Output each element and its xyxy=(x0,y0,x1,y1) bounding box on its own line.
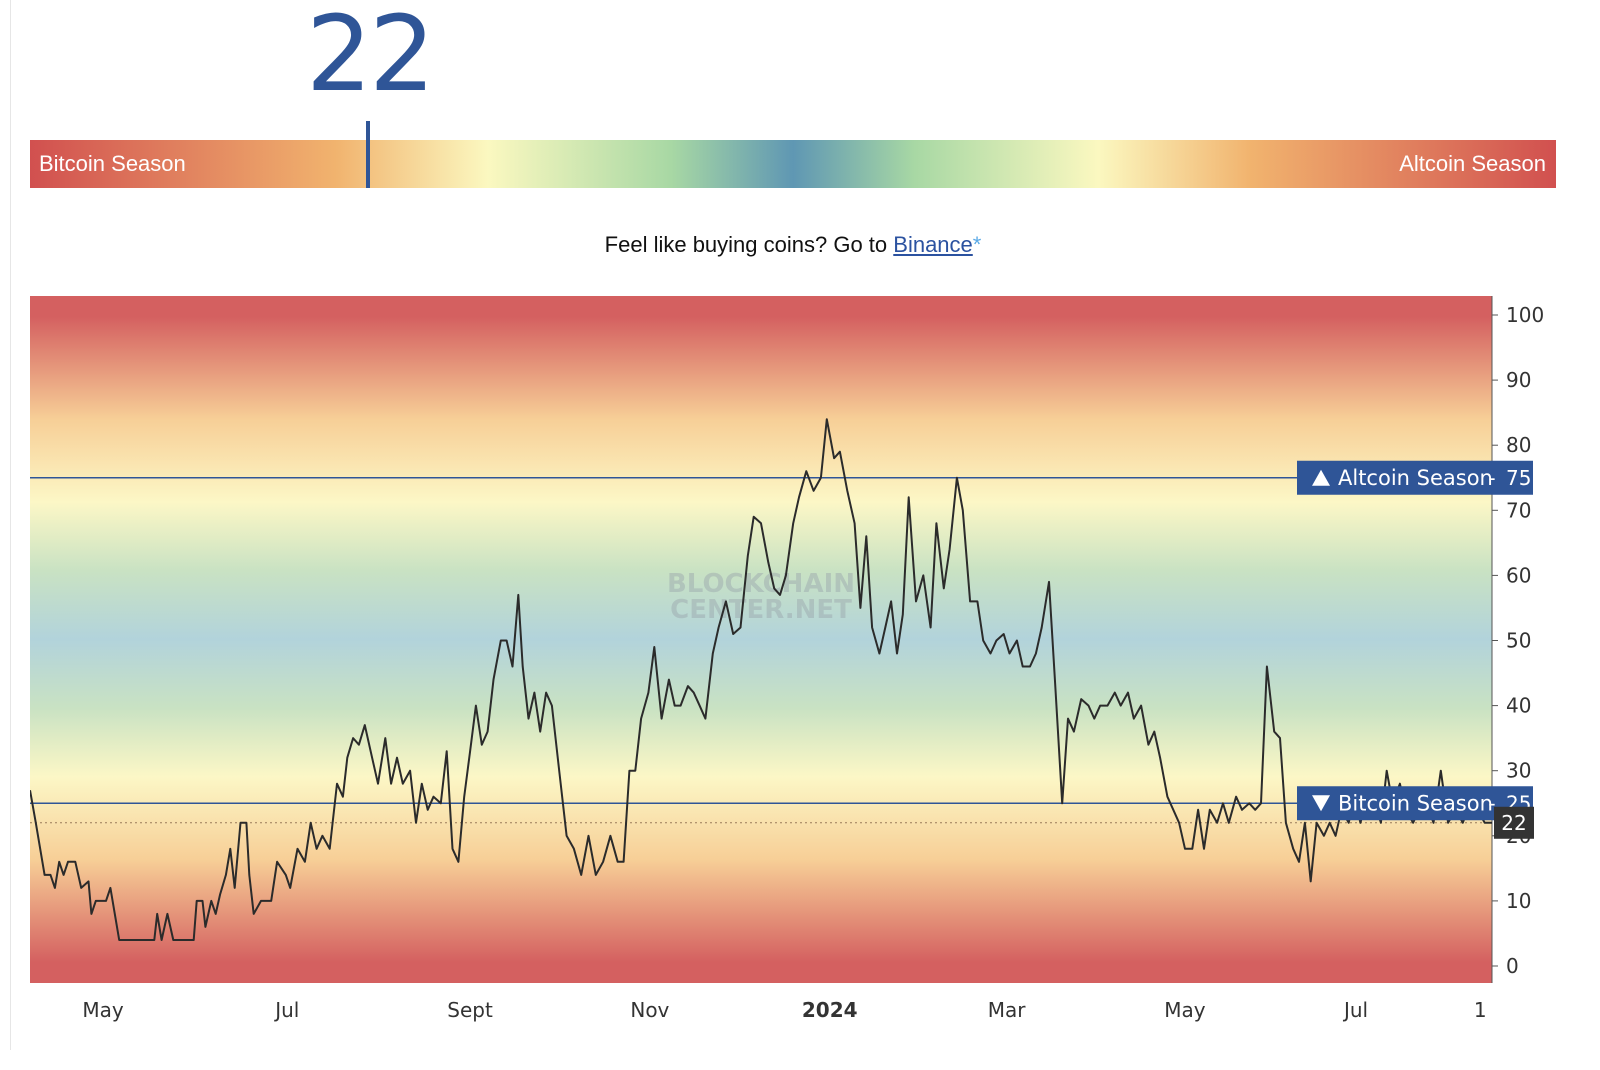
threshold-label-text: Bitcoin Season xyxy=(1338,791,1493,815)
chart-background xyxy=(30,296,1492,983)
threshold-label-box xyxy=(1297,460,1533,495)
y-tick-label: 50 xyxy=(1506,629,1531,653)
x-tick-label: Jul xyxy=(273,998,299,1022)
page-left-border xyxy=(10,0,11,1050)
threshold-label-box xyxy=(1297,786,1533,821)
current-value-text: 22 xyxy=(1501,811,1526,835)
threshold-label-dash: - xyxy=(1488,791,1495,815)
x-tick-label: Nov xyxy=(630,998,669,1022)
x-tick-label: Sept xyxy=(447,998,493,1022)
threshold-label-text: Altcoin Season xyxy=(1338,466,1493,490)
promo-asterisk: * xyxy=(972,232,982,257)
current-value-badge xyxy=(1494,806,1534,839)
gauge-marker xyxy=(366,121,370,188)
y-tick-label: 0 xyxy=(1506,954,1519,978)
threshold-label-dash: - xyxy=(1488,466,1495,490)
promo-text: Feel like buying coins? Go to xyxy=(604,232,894,257)
triangle-up-icon xyxy=(1312,469,1330,486)
season-gauge-bar: Bitcoin Season Altcoin Season xyxy=(30,140,1556,188)
gauge-altcoin-season-label: Altcoin Season xyxy=(1399,151,1546,176)
y-tick-label: 10 xyxy=(1506,889,1531,913)
y-tick-label: 40 xyxy=(1506,694,1531,718)
y-tick-label: 30 xyxy=(1506,759,1531,783)
y-tick-label: 90 xyxy=(1506,368,1531,392)
promo-line: Feel like buying coins? Go to Binance* xyxy=(0,232,1586,258)
x-tick-label: Jul xyxy=(1342,998,1368,1022)
x-tick-label: 1 xyxy=(1474,998,1487,1022)
threshold-label-value: 75 xyxy=(1506,466,1531,490)
altcoin-season-chart: BLOCKCHAIN CENTER.NET 010203040506070809… xyxy=(30,296,1544,1022)
binance-link[interactable]: Binance xyxy=(893,232,973,257)
x-tick-label: 2024 xyxy=(802,998,858,1022)
y-tick-label: 60 xyxy=(1506,563,1531,587)
x-tick-label: May xyxy=(1164,998,1206,1022)
y-tick-label: 80 xyxy=(1506,433,1531,457)
triangle-down-icon xyxy=(1312,795,1330,812)
watermark-line2: CENTER.NET xyxy=(670,595,852,625)
y-tick-label: 100 xyxy=(1506,303,1544,327)
gauge-bitcoin-season-label: Bitcoin Season xyxy=(39,151,186,176)
altcoin-index-value: 22 xyxy=(306,0,435,115)
y-tick-label: 70 xyxy=(1506,498,1531,522)
watermark-line1: BLOCKCHAIN xyxy=(667,569,855,599)
x-tick-label: Mar xyxy=(988,998,1027,1022)
x-tick-label: May xyxy=(82,998,124,1022)
index-series-line xyxy=(30,418,1492,941)
